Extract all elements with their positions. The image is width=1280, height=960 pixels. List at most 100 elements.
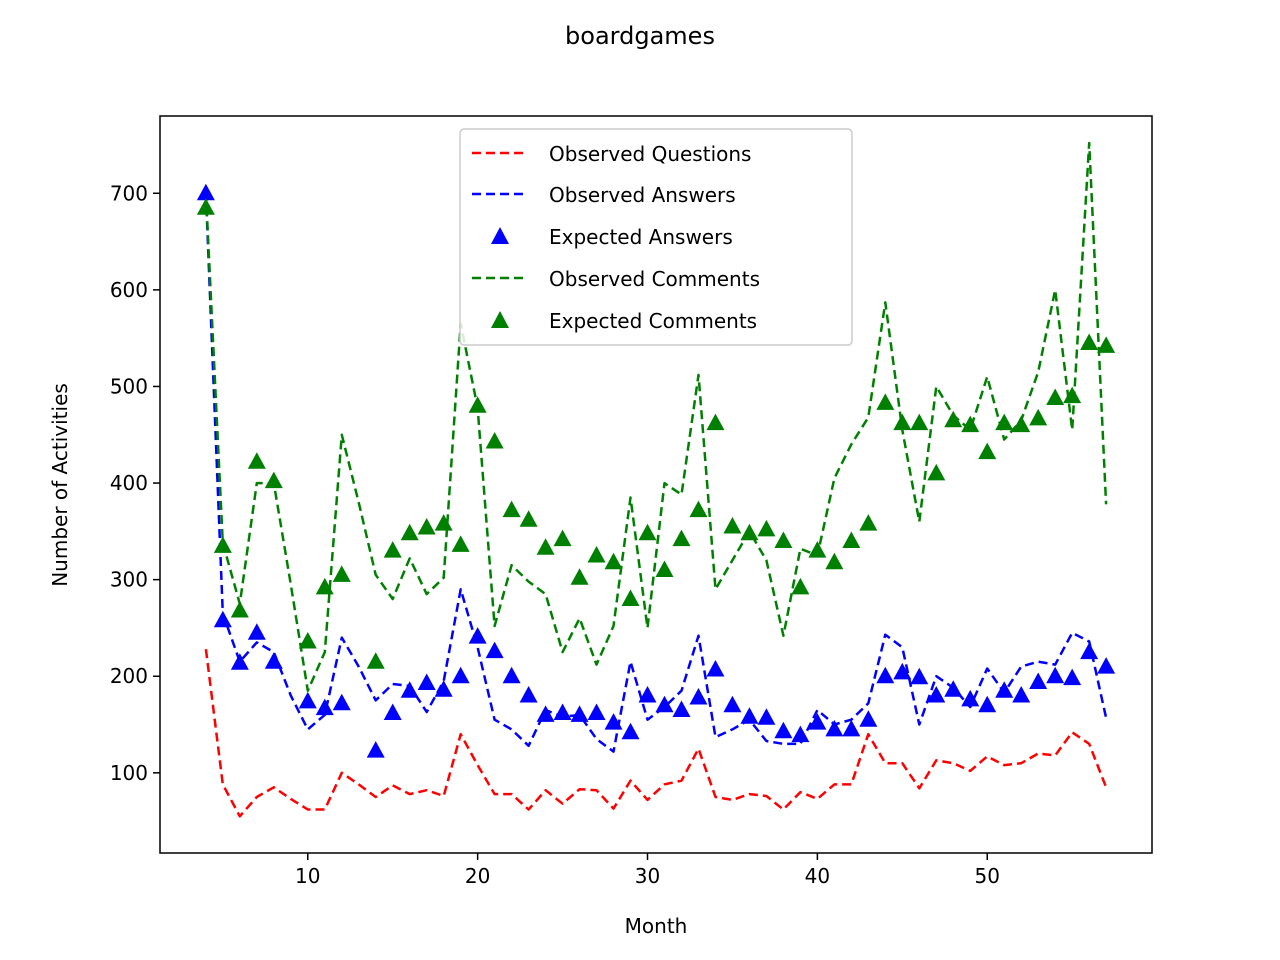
y-tick-label: 100: [110, 761, 148, 785]
point-expected-comments: [1063, 386, 1082, 404]
point-expected-comments: [757, 519, 776, 537]
point-expected-comments: [791, 577, 810, 595]
point-expected-comments: [638, 523, 657, 541]
point-expected-comments: [536, 538, 555, 555]
marker-layer: [196, 183, 1116, 758]
point-expected-comments: [706, 413, 725, 431]
legend-swatch-expected-answers: [491, 227, 509, 244]
point-expected-answers: [604, 713, 623, 730]
x-axis-title: Month: [625, 914, 688, 938]
point-expected-answers: [655, 695, 674, 713]
point-expected-comments: [264, 471, 283, 489]
point-expected-comments: [995, 413, 1014, 431]
x-tick-label: 40: [805, 864, 830, 888]
point-expected-answers: [298, 691, 317, 709]
point-expected-comments: [944, 410, 963, 428]
point-expected-comments: [451, 535, 470, 552]
point-expected-comments: [859, 514, 878, 531]
point-expected-answers: [536, 705, 555, 722]
y-axis: 100 200 300 400 500 600 700: [110, 181, 160, 785]
legend-label-observed-answers: Observed Answers: [549, 183, 736, 207]
point-expected-comments: [978, 442, 997, 460]
legend-swatch-expected-comments: [491, 311, 509, 328]
point-expected-comments: [893, 413, 912, 431]
point-expected-comments: [434, 514, 453, 531]
point-expected-answers: [859, 710, 878, 727]
point-expected-answers: [383, 703, 402, 720]
point-expected-comments: [1097, 336, 1116, 353]
point-expected-comments: [1046, 388, 1065, 406]
point-expected-answers: [893, 662, 912, 680]
point-expected-comments: [485, 432, 504, 449]
point-expected-answers: [825, 719, 844, 737]
point-expected-comments: [604, 552, 623, 570]
point-expected-answers: [366, 741, 385, 758]
point-expected-comments: [587, 545, 606, 563]
point-expected-answers: [519, 686, 538, 703]
point-expected-answers: [434, 680, 453, 697]
point-expected-answers: [230, 653, 249, 670]
point-expected-answers: [808, 713, 827, 730]
point-expected-comments: [961, 415, 980, 433]
point-expected-answers: [706, 659, 725, 677]
legend: Observed Questions Observed Answers Expe…: [459, 128, 853, 346]
point-expected-answers: [587, 703, 606, 720]
point-expected-answers: [791, 725, 810, 743]
y-tick-label: 200: [110, 664, 148, 688]
point-expected-comments: [468, 396, 487, 413]
plot-frame: [159, 115, 1153, 854]
point-expected-comments: [315, 577, 334, 595]
point-expected-comments: [621, 589, 640, 606]
point-expected-comments: [723, 517, 742, 534]
point-expected-comments: [825, 552, 844, 570]
point-expected-answers: [570, 705, 589, 722]
point-expected-answers: [417, 673, 436, 690]
point-expected-answers: [774, 721, 793, 739]
point-expected-answers: [1029, 672, 1048, 690]
legend-label-expected-comments: Expected Comments: [549, 309, 757, 333]
y-tick-label: 300: [110, 568, 148, 592]
point-expected-comments: [213, 536, 232, 553]
x-tick-label: 50: [975, 864, 1000, 888]
point-expected-comments: [400, 523, 419, 541]
x-tick-label: 30: [635, 864, 660, 888]
point-expected-comments: [298, 631, 317, 649]
point-expected-comments: [366, 652, 385, 669]
point-expected-answers: [978, 695, 997, 713]
x-tick-label: 10: [295, 864, 320, 888]
point-expected-answers: [400, 681, 419, 698]
point-expected-comments: [417, 517, 436, 535]
point-expected-comments: [502, 500, 521, 518]
point-expected-answers: [621, 722, 640, 740]
point-expected-answers: [740, 707, 759, 724]
point-expected-answers: [842, 719, 861, 737]
point-expected-answers: [638, 686, 657, 703]
point-expected-comments: [655, 560, 674, 577]
y-tick-label: 700: [110, 181, 148, 205]
point-expected-comments: [740, 523, 759, 541]
point-expected-comments: [1029, 408, 1048, 426]
point-expected-comments: [910, 413, 929, 431]
point-expected-answers: [961, 689, 980, 707]
point-expected-comments: [1080, 333, 1099, 350]
point-expected-answers: [944, 680, 963, 697]
point-expected-comments: [383, 541, 402, 558]
y-tick-label: 400: [110, 471, 148, 495]
point-expected-answers: [910, 667, 929, 685]
point-expected-answers: [332, 693, 351, 711]
point-expected-answers: [485, 641, 504, 659]
y-tick-label: 500: [110, 374, 148, 398]
point-expected-comments: [1012, 415, 1031, 433]
point-expected-comments: [553, 529, 572, 547]
point-expected-answers: [1012, 686, 1031, 703]
point-expected-answers: [757, 708, 776, 725]
point-expected-comments: [927, 463, 946, 481]
point-expected-answers: [451, 666, 470, 684]
y-tick-label: 600: [110, 278, 148, 302]
point-expected-answers: [1046, 666, 1065, 684]
legend-box: [459, 128, 853, 346]
point-expected-answers: [502, 666, 521, 684]
point-expected-answers: [672, 700, 691, 718]
point-expected-comments: [672, 529, 691, 547]
point-expected-comments: [196, 198, 215, 215]
